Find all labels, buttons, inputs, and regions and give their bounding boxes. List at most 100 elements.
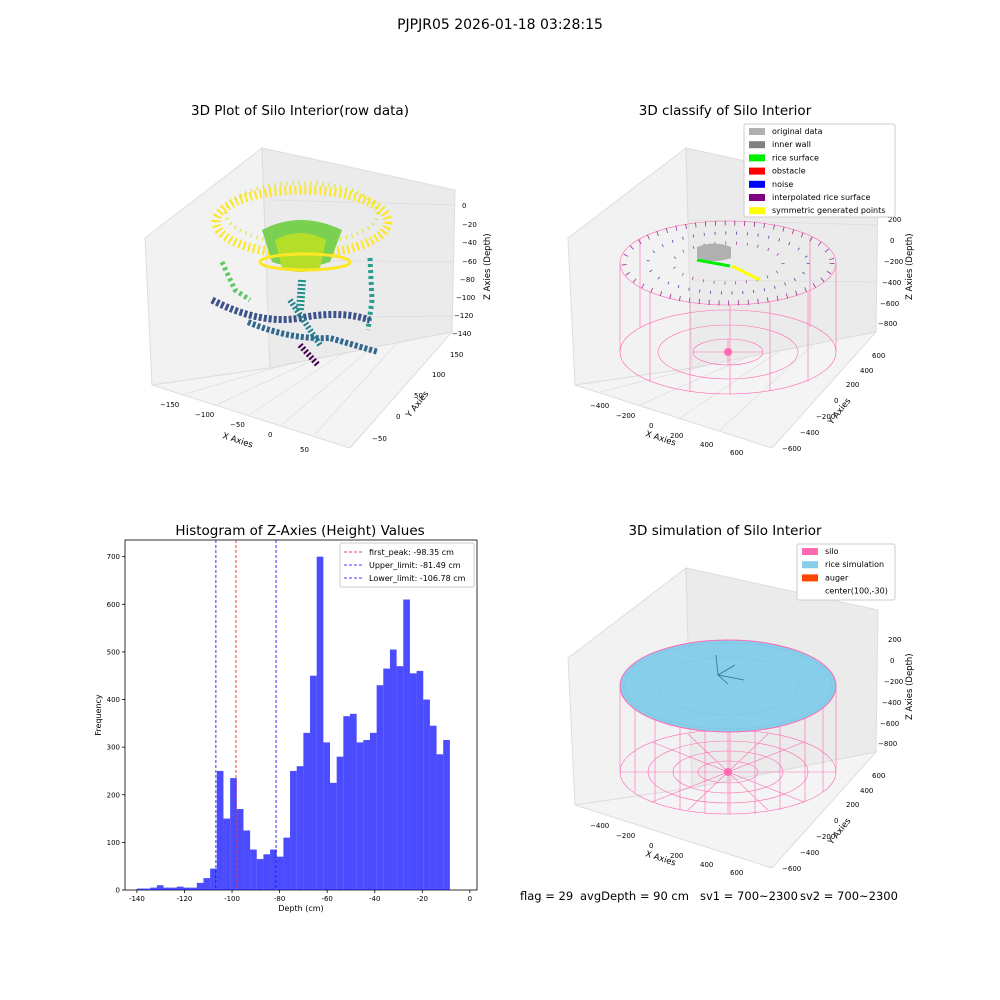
p2-ztick: 0 [890, 237, 894, 245]
p4-ytick: −200 [816, 833, 835, 841]
p2-xtick: 0 [649, 422, 653, 430]
histogram-bar [210, 868, 217, 890]
histogram-bar [356, 742, 364, 890]
center-marker [715, 654, 745, 685]
p2-xtick: 200 [670, 432, 683, 440]
p2-ytick: 400 [860, 367, 873, 375]
histogram-legend: first_peak: -98.35 cm Upper_limit: -81.49… [339, 542, 475, 588]
x-tick-label: -60 [321, 895, 332, 903]
y-tick-label: 600 [107, 601, 120, 609]
legend-label: symmetric generated points [772, 206, 885, 215]
p1-ytick: 0 [396, 413, 400, 421]
histogram-bar [336, 756, 344, 890]
histogram-bar [170, 887, 177, 890]
histogram-bar [443, 740, 450, 890]
p1-xtick: 0 [268, 431, 272, 439]
histogram-bar [270, 849, 277, 890]
x-tick-label: -40 [369, 895, 380, 903]
histogram-bar [243, 830, 251, 890]
histogram-bar [416, 670, 424, 890]
p4-zlabel: Z Axies (Depth) [905, 653, 915, 720]
p4-xtick: 200 [670, 852, 683, 860]
histogram-bar [256, 859, 264, 890]
p2-ytick: 200 [846, 381, 859, 389]
threshold-lines [215, 540, 277, 890]
histogram-bar [250, 849, 257, 890]
histogram-bar [383, 668, 390, 890]
panel2-legend: original data inner wall rice surface obsta… [743, 123, 896, 218]
histogram-bar [323, 742, 331, 890]
p1-ztick: 0 [462, 202, 466, 210]
histogram-bar [163, 887, 171, 890]
legend-label: center(100,-30) [825, 587, 888, 596]
p4-ytick: 0 [834, 817, 838, 825]
legend-swatch [802, 561, 818, 569]
status-sv2: sv2 = 700~2300 [800, 889, 898, 903]
legend-label: Upper_limit: -81.49 cm [369, 561, 461, 570]
histogram-bar [183, 887, 191, 890]
p4-ztick: 0 [890, 657, 894, 665]
histogram-bar [396, 666, 404, 890]
histogram-bar [223, 818, 231, 890]
status-avg-depth: avgDepth = 90 cm [580, 889, 689, 903]
figure-title: PJPJR05 2026-01-18 03:28:15 [397, 17, 603, 33]
p2-ytick: −200 [816, 413, 835, 421]
y-tick-label: 400 [107, 696, 120, 704]
legend-swatch [749, 154, 765, 162]
p4-ytick: −400 [800, 849, 819, 857]
p4-ytick: 400 [860, 787, 873, 795]
legend-label: interpolated rice surface [772, 193, 870, 202]
raw-point-cloud [210, 181, 393, 368]
p4-xtick: −400 [590, 822, 609, 830]
histogram-bar [156, 885, 164, 890]
histogram-bar [389, 649, 397, 890]
p2-zlabel: Z Axies (Depth) [905, 233, 915, 300]
x-tick-label: -20 [417, 895, 428, 903]
histogram-bar [216, 770, 224, 890]
legend-swatch [802, 574, 818, 582]
p1-ztick: −140 [452, 330, 471, 338]
histogram-bar [409, 673, 417, 890]
y-tick-label: 300 [107, 744, 120, 752]
histogram-bar [376, 685, 384, 890]
legend-swatch [749, 128, 765, 135]
histogram-bar [196, 882, 204, 890]
histogram-bar [316, 556, 324, 890]
histogram-bar [283, 837, 291, 890]
p2-ztick: −400 [882, 279, 901, 287]
rice-simulation-surface [619, 639, 837, 733]
y-tick-label: 500 [107, 648, 120, 656]
y-tick-label: 0 [116, 887, 120, 895]
p1-xlabel: X Axies [221, 431, 254, 450]
legend-label: original data [772, 127, 823, 136]
legend-swatch [749, 180, 765, 188]
status-sv1: sv1 = 700~2300 [700, 889, 798, 903]
p1-ztick: −60 [462, 258, 477, 266]
y-tick-label: 100 [107, 839, 120, 847]
panel4-legend: silo rice simulation auger center(100,-30) [796, 543, 896, 601]
pane-floor [574, 331, 878, 449]
legend-label: rice simulation [825, 560, 884, 569]
y-tick-label: 200 [107, 791, 120, 799]
p4-ztick: −600 [880, 720, 899, 728]
p1-ztick: −40 [462, 239, 477, 247]
p1-xtick: 50 [300, 446, 309, 454]
p1-ztick: −80 [460, 276, 475, 284]
histogram-bars [136, 556, 450, 890]
legend-swatch [802, 548, 818, 555]
p4-ztick: −200 [884, 678, 903, 686]
legend-swatch [749, 141, 765, 149]
histogram-bar [330, 782, 337, 890]
p4-ytick: 200 [846, 801, 859, 809]
p1-ztick: −20 [462, 221, 477, 229]
y-tick-label: 700 [107, 553, 120, 561]
p2-ytick: 0 [834, 397, 838, 405]
p1-ytick: 100 [432, 371, 445, 379]
histogram-bar [276, 856, 284, 890]
p2-ylabel: Y Axies [826, 396, 854, 428]
histogram-bar [363, 740, 370, 890]
histogram-title: Histogram of Z-Axies (Height) Values [175, 523, 425, 539]
p1-xtick: −150 [160, 401, 179, 409]
x-tick-label: -120 [177, 895, 193, 903]
